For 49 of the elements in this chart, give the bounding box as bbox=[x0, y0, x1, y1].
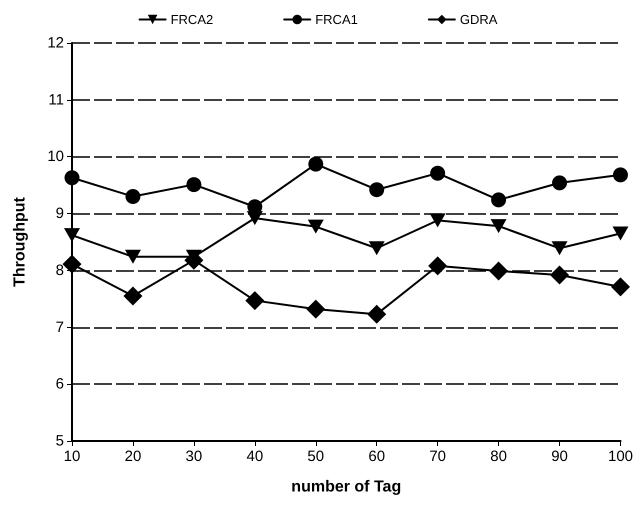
point bbox=[368, 241, 385, 256]
point bbox=[308, 156, 324, 172]
point bbox=[491, 192, 506, 208]
y-tick-label: 12 bbox=[47, 34, 64, 52]
x-tick-label: 20 bbox=[124, 448, 142, 465]
point bbox=[308, 220, 324, 234]
point bbox=[430, 213, 446, 228]
y-tick-label: 6 bbox=[56, 376, 64, 393]
legend-label: FRCA2 bbox=[170, 12, 214, 27]
point bbox=[246, 211, 263, 226]
y-tick-label: 7 bbox=[56, 318, 64, 336]
point bbox=[610, 277, 630, 296]
point bbox=[123, 286, 142, 306]
x-tick-label: 70 bbox=[429, 448, 446, 465]
point bbox=[124, 250, 141, 264]
point bbox=[489, 261, 508, 280]
y-axis-title: Throughput bbox=[12, 196, 28, 287]
point bbox=[369, 182, 384, 198]
point bbox=[430, 166, 446, 181]
y-tick-label: 11 bbox=[48, 91, 64, 108]
point bbox=[612, 226, 628, 240]
y-tick-label: 8 bbox=[56, 262, 64, 279]
x-tick-label: 80 bbox=[490, 448, 507, 465]
point bbox=[306, 300, 326, 319]
legend-label: GDRA bbox=[460, 12, 498, 27]
point bbox=[552, 175, 568, 190]
y-tick-label: 5 bbox=[56, 432, 64, 450]
x-tick-label: 40 bbox=[246, 448, 264, 465]
point bbox=[367, 304, 386, 324]
point bbox=[552, 241, 568, 256]
point bbox=[613, 167, 628, 182]
point bbox=[245, 291, 264, 310]
x-tick-label: 60 bbox=[368, 448, 386, 465]
legend-label: FRCA1 bbox=[315, 12, 358, 27]
x-tick-label: 90 bbox=[551, 448, 568, 465]
x-tick-label: 50 bbox=[307, 448, 324, 465]
y-tick-label: 9 bbox=[56, 205, 64, 222]
x-tick-label: 100 bbox=[608, 448, 633, 465]
point bbox=[186, 177, 202, 192]
point bbox=[550, 265, 570, 284]
point bbox=[62, 254, 82, 274]
y-tick-label: 10 bbox=[47, 148, 64, 166]
x-axis-title: number of Tag bbox=[291, 478, 402, 496]
x-tick-label: 30 bbox=[186, 448, 202, 465]
point bbox=[64, 170, 80, 186]
point bbox=[125, 189, 140, 204]
point bbox=[64, 228, 80, 242]
point bbox=[490, 219, 507, 234]
point bbox=[428, 256, 448, 276]
